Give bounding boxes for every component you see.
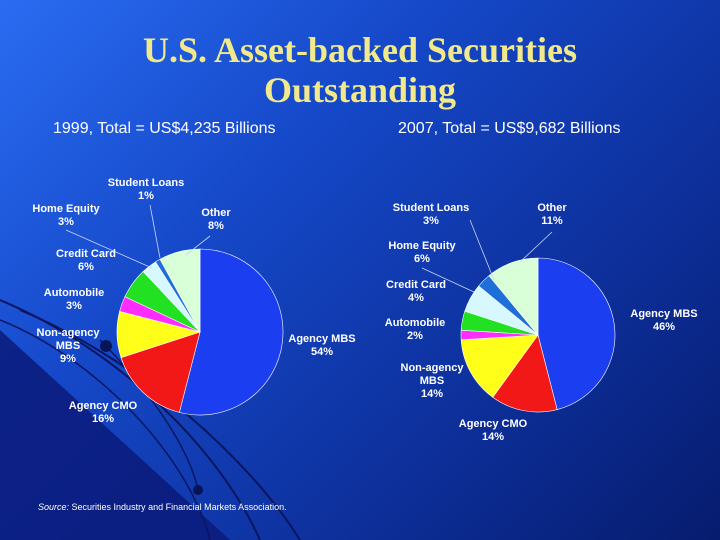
title-line-2: Outstanding (263, 70, 457, 110)
leader-home-equity (65, 229, 153, 269)
label-non-agency-mbs: Non-agency MBS 9% (37, 327, 101, 365)
label-agency-cmo: Agency CMO 14% (459, 418, 528, 443)
slice-other (488, 257, 539, 336)
label-agency-mbs: Agency MBS 46% (630, 308, 697, 333)
slice-agency-mbs (537, 257, 616, 410)
slice-agency-cmo (120, 331, 201, 413)
label-home-equity: Home Equity 6% (388, 240, 456, 265)
label-non-agency-mbs: Non-agency MBS 14% (401, 362, 465, 400)
source-label: Source: (38, 502, 70, 512)
label-student-loans: Student Loans 3% (393, 202, 469, 227)
label-other: Other 11% (537, 202, 567, 227)
slice-agency-cmo (492, 334, 558, 413)
slice-other (159, 248, 201, 333)
page-title: U.S. Asset-backed Securities Outstanding (0, 30, 720, 110)
leader-student-loans (469, 219, 495, 281)
leader-home-equity (421, 267, 475, 293)
label-other: Other 8% (201, 207, 231, 232)
pie-1: Agency MBS 46% Agency CMO 14% Non-agency MBS 1… (385, 202, 698, 443)
pie-0: Agency MBS 54% Agency CMO 16% Non-agency MBS 9… (32, 177, 355, 425)
label-agency-mbs: Agency MBS 54% (288, 333, 355, 358)
source-text: Securities Industry and Financial Market… (69, 502, 287, 512)
source-note: Source: Securities Industry and Financia… (38, 502, 287, 512)
title-line-1: U.S. Asset-backed Securities (143, 30, 577, 70)
label-agency-cmo: Agency CMO 16% (69, 400, 138, 425)
leader-other (519, 231, 553, 263)
slice-agency-mbs (178, 248, 284, 416)
leader-other (185, 235, 211, 256)
slice-non-agency-mbs (460, 334, 539, 398)
chart-1999-title: 1999, Total = US$4,235 Billions (53, 120, 276, 137)
label-home-equity: Home Equity 3% (32, 203, 100, 228)
label-credit-card: Credit Card 4% (386, 279, 446, 304)
leader-student-loans (149, 204, 161, 259)
label-credit-card: Credit Card 6% (56, 248, 116, 273)
label-automobile: Automobile 2% (385, 317, 446, 342)
label-student-loans: Student Loans 1% (108, 177, 184, 202)
label-automobile: Automobile 3% (44, 287, 105, 312)
chart-2007-title: 2007, Total = US$9,682 Billions (398, 120, 621, 137)
